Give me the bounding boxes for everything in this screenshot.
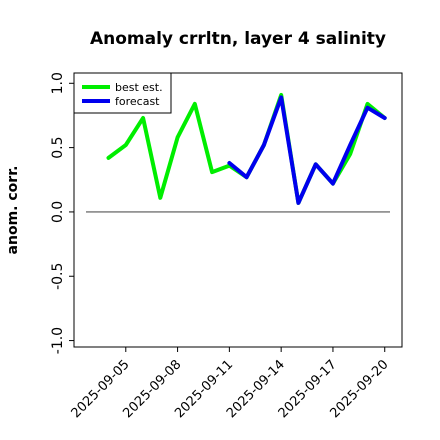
y-tick-label: 1.0 — [50, 72, 66, 94]
legend-label-forecast: forecast — [115, 95, 160, 108]
plot-area — [73, 72, 403, 348]
legend: best est. forecast — [73, 72, 172, 114]
chart-title: Anomaly crrltn, layer 4 salinity — [90, 29, 386, 49]
y-tick-label: 0.0 — [50, 201, 66, 223]
y-tick-label: -0.5 — [50, 263, 66, 290]
y-tick-label: -1.0 — [50, 327, 66, 354]
series-line-forecast — [227, 95, 387, 205]
legend-label-best-est: best est. — [115, 81, 163, 94]
series-layer — [106, 92, 387, 205]
y-axis: 1.0 0.5 0.0 -0.5 -1.0 — [50, 72, 74, 354]
x-axis: 2025-09-052025-09-082025-09-112025-09-14… — [69, 347, 392, 421]
legend-box — [73, 72, 172, 114]
y-axis-label: anom. corr. — [5, 166, 21, 255]
y-tick-label: 0.5 — [50, 136, 66, 158]
